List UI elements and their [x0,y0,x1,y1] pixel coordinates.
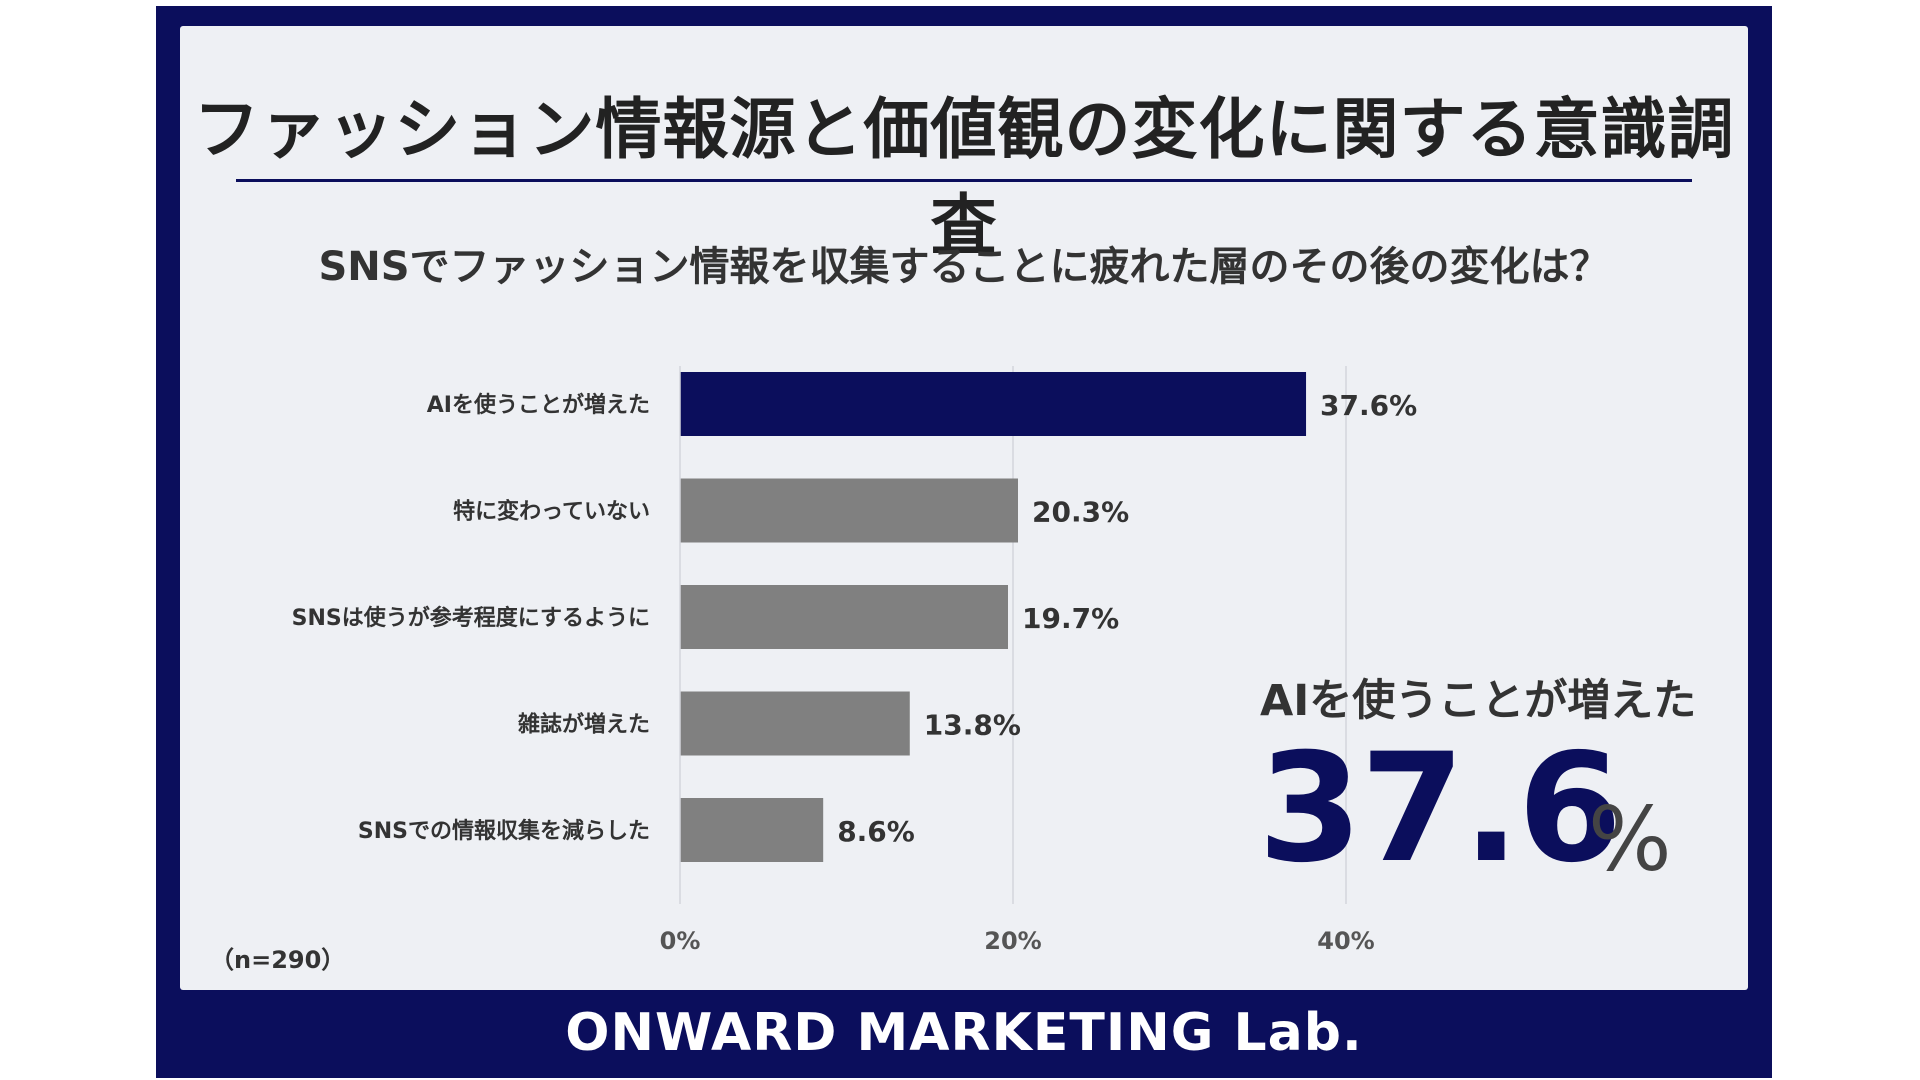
data-label: 13.8% [924,709,1021,742]
chart-subtitle: SNSでファッション情報を収集することに疲れた層のその後の変化は？ [318,244,1610,290]
highlight-unit: % [1588,788,1672,891]
data-label: 19.7% [1022,602,1119,635]
main-title: ファッション情報源と価値観の変化に関する意識調査 [193,91,1735,264]
x-tick-label: 20% [984,927,1041,955]
x-tick-label: 40% [1317,927,1374,955]
frame: ファッション情報源と価値観の変化に関する意識調査 SNSでファッション情報を収集… [156,6,1772,1078]
highlight-value: 37.6 [1258,722,1622,896]
category-label: 雑誌が増えた [517,712,650,738]
data-label: 8.6% [837,815,915,848]
category-label: 特に変わっていない [453,499,650,525]
bar-chart: 0% 20% 40% AIを使うことが増えた 37.6% 特に変わっていない 20.3% SN… [292,366,1417,955]
category-label: SNSでの情報収集を減らした [358,818,650,844]
highlight-label: AIを使うことが増えた [1260,676,1697,726]
category-label: AIを使うことが増えた [427,392,650,418]
footer-brand: ONWARD MARKETING Lab. [565,1003,1363,1063]
bar [680,691,910,756]
category-label: SNSは使うが参考程度にするように [292,605,650,631]
data-label: 37.6% [1320,389,1417,422]
bar [680,372,1307,436]
title-divider [236,179,1692,182]
data-label: 20.3% [1032,496,1129,529]
x-tick-label: 0% [660,927,701,955]
bar [680,478,1018,543]
sample-size-note: （n=290） [210,946,346,974]
chart-panel: ファッション情報源と価値観の変化に関する意識調査 SNSでファッション情報を収集… [180,26,1748,990]
bar [680,798,824,862]
bar [680,585,1009,649]
